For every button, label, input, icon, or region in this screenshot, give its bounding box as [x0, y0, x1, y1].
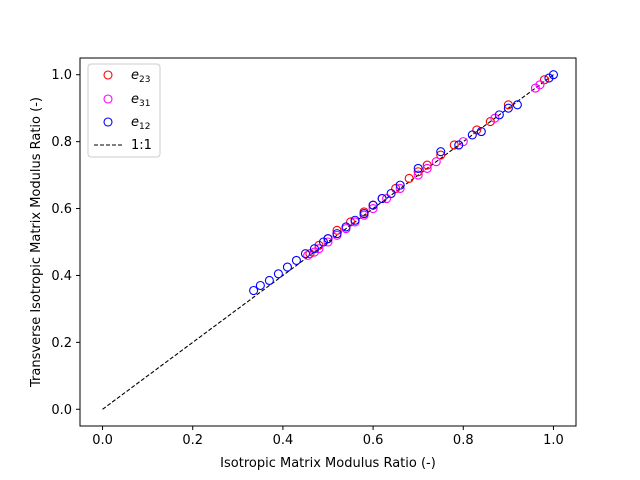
y-tick-label-1: 0.2 — [51, 336, 72, 351]
legend-label-e31: e31 — [131, 92, 150, 109]
point-e12-23 — [494, 110, 504, 120]
reference-line-1-1 — [102, 74, 554, 410]
legend-box — [87, 63, 161, 158]
point-e31-10 — [395, 183, 405, 194]
point-e12-3 — [273, 269, 283, 279]
x-tick-label-0: 0.0 — [92, 433, 113, 448]
point-e23-0 — [305, 249, 315, 259]
data-series-layer — [249, 70, 559, 296]
point-e31-8 — [368, 203, 378, 214]
point-e12-13 — [359, 209, 369, 219]
point-e31-13 — [431, 157, 441, 167]
point-e12-7 — [309, 244, 320, 254]
x-tick-label-1: 0.2 — [182, 433, 203, 448]
point-e23-11 — [422, 160, 432, 170]
point-e31-9 — [382, 193, 392, 204]
point-e23-9 — [404, 173, 414, 183]
y-axis-label: Transverse Isotropic Matrix Modulus Rati… — [29, 97, 44, 388]
point-e23-17 — [539, 75, 549, 85]
point-e12-10 — [332, 229, 342, 239]
point-e12-8 — [318, 237, 329, 247]
y-tick-label-2: 0.4 — [51, 269, 72, 284]
point-e23-1 — [314, 240, 324, 250]
point-e31-2 — [314, 244, 324, 254]
axes-layer: 0.0 0.2 0.4 0.6 0.8 1.0 0.0 0.2 0.4 0.6 0.8 1.0 — [51, 57, 577, 448]
point-e12-17 — [395, 180, 405, 190]
point-e12-1 — [255, 280, 265, 291]
point-e31-12 — [422, 163, 432, 173]
legend-label-e23: e23 — [131, 68, 150, 85]
point-e12-25 — [512, 100, 522, 110]
point-e12-11 — [341, 222, 351, 232]
point-e31-15 — [490, 113, 500, 123]
point-e12-2 — [264, 275, 274, 286]
x-tick-label-4: 0.8 — [453, 433, 474, 448]
x-tick-label-5: 1.0 — [543, 433, 564, 448]
point-e31-11 — [413, 170, 423, 180]
point-e23-4 — [345, 217, 356, 227]
legend-marker-e23 — [103, 70, 113, 80]
point-e23-12 — [436, 150, 446, 160]
legend-label-reference-line: 1:1 — [131, 138, 152, 153]
series-e12 — [249, 70, 559, 296]
point-e23-13 — [449, 140, 459, 150]
point-e12-12 — [350, 215, 360, 225]
point-e12-24 — [503, 103, 513, 113]
point-e12-9 — [323, 234, 333, 244]
point-e12-26 — [544, 73, 554, 83]
point-e31-3 — [323, 237, 333, 247]
point-e12-19 — [436, 147, 446, 157]
x-axis-label: Isotropic Matrix Modulus Ratio (-) — [220, 456, 436, 471]
point-e23-14 — [472, 125, 482, 135]
legend: e23 e31 e12 1:1 — [87, 63, 161, 158]
point-e31-1 — [309, 247, 320, 257]
point-e12-6 — [300, 249, 311, 259]
legend-label-e12: e12 — [131, 115, 150, 132]
y-tick-label-4: 0.8 — [51, 135, 72, 150]
point-e23-8 — [391, 183, 401, 194]
y-tick-label-5: 1.0 — [51, 68, 72, 83]
point-e12-18 — [413, 163, 423, 173]
point-e31-16 — [530, 83, 540, 93]
point-e12-22 — [476, 127, 486, 137]
point-e12-4 — [282, 262, 292, 272]
axes-frame — [79, 57, 577, 427]
legend-marker-e12 — [103, 117, 113, 127]
point-e12-14 — [368, 200, 378, 210]
legend-marker-e31 — [103, 94, 113, 104]
point-e23-10 — [413, 167, 423, 177]
point-e12-5 — [291, 255, 301, 265]
point-e23-16 — [503, 100, 513, 110]
point-e31-17 — [535, 80, 545, 90]
point-e12-16 — [386, 188, 396, 199]
reference-line-layer — [102, 74, 554, 410]
y-tick-label-3: 0.6 — [51, 202, 72, 217]
x-tick-label-2: 0.4 — [273, 433, 294, 448]
point-e23-3 — [332, 225, 342, 235]
point-e12-27 — [548, 70, 559, 80]
y-tick-label-0: 0.0 — [51, 403, 72, 418]
point-e31-14 — [458, 137, 468, 147]
point-e12-20 — [454, 140, 464, 150]
point-e12-0 — [249, 285, 259, 296]
point-e12-21 — [467, 130, 477, 140]
x-tick-label-3: 0.6 — [363, 433, 384, 448]
point-e12-15 — [377, 193, 387, 204]
point-e23-15 — [485, 117, 495, 127]
